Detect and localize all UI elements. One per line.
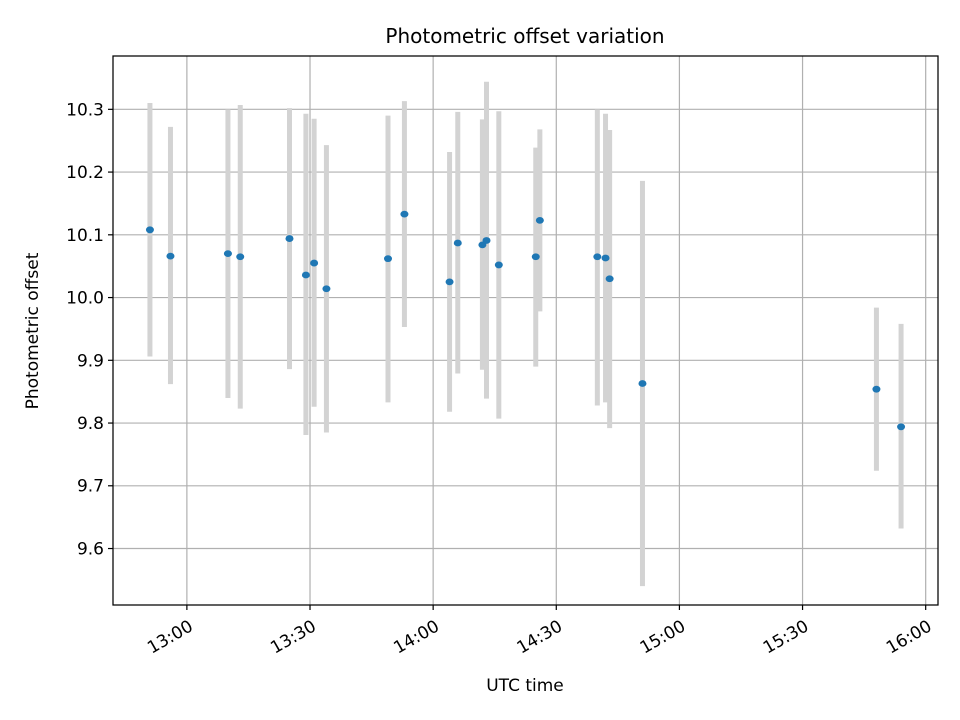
- data-point: [166, 252, 175, 260]
- data-point: [872, 385, 881, 393]
- y-axis-ticks: 9.6 9.7 9.8 9.9 10.0 10.1 10.2 10.3: [66, 100, 113, 559]
- y-tick-label: 9.9: [77, 351, 104, 371]
- data-point: [236, 253, 245, 261]
- data-point: [593, 253, 602, 261]
- data-point: [638, 380, 647, 387]
- y-tick-label: 9.7: [77, 477, 104, 497]
- data-point: [310, 259, 319, 267]
- y-gridlines: [113, 108, 938, 550]
- data-point: [145, 226, 154, 234]
- data-point: [535, 216, 544, 224]
- x-axis-label: UTC time: [486, 676, 564, 696]
- data-point: [453, 239, 462, 247]
- data-point: [384, 255, 392, 263]
- data-point: [531, 253, 540, 261]
- x-gridlines: [186, 56, 927, 605]
- y-tick-label: 10.0: [66, 289, 104, 309]
- data-points: [145, 210, 906, 431]
- data-point: [400, 210, 409, 218]
- y-tick-label: 10.3: [66, 100, 104, 120]
- data-point: [897, 423, 906, 431]
- y-tick-label: 10.1: [66, 226, 104, 246]
- plot-frame: [112, 55, 939, 606]
- y-tick-label: 10.2: [66, 163, 104, 183]
- y-axis-label: Photometric offset: [23, 252, 43, 409]
- data-point: [601, 254, 610, 262]
- data-point: [445, 278, 454, 286]
- data-point: [482, 237, 491, 244]
- y-tick-label: 9.8: [77, 414, 104, 434]
- plot-area-background: [113, 56, 938, 605]
- data-point: [322, 285, 331, 293]
- data-point: [605, 275, 614, 283]
- data-point: [301, 271, 310, 279]
- data-point: [285, 235, 294, 242]
- data-point: [223, 250, 232, 258]
- data-point: [494, 261, 503, 269]
- chart-title: Photometric offset variation: [385, 24, 664, 48]
- y-tick-label: 9.6: [77, 539, 104, 559]
